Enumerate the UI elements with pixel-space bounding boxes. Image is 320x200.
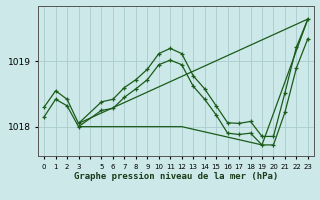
X-axis label: Graphe pression niveau de la mer (hPa): Graphe pression niveau de la mer (hPa) [74, 172, 278, 181]
